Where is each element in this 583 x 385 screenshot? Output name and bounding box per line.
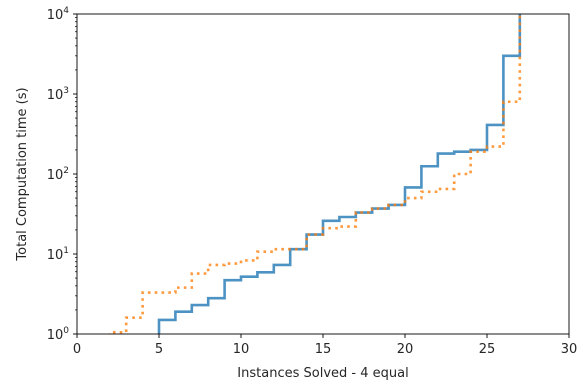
x-tick-label: 25 <box>479 342 496 357</box>
x-tick-label: 15 <box>315 342 332 357</box>
y-tick-label: 103 <box>47 86 69 103</box>
y-tick-label: 102 <box>47 166 69 183</box>
x-tick-label: 30 <box>561 342 578 357</box>
series-1-line <box>157 14 522 334</box>
x-tick-label: 0 <box>73 342 81 357</box>
x-axis-label: Instances Solved - 4 equal <box>237 366 408 381</box>
y-tick-label: 101 <box>47 246 69 263</box>
plot-frame <box>76 13 570 335</box>
x-axis: 0 5 10 15 20 25 30 <box>73 334 577 357</box>
y-tick-label: 100 <box>47 326 70 343</box>
series-layer <box>108 14 522 334</box>
series-2-line <box>108 14 522 334</box>
y-axis-label: Total Computation time (s) <box>15 87 30 261</box>
x-tick-label: 20 <box>397 342 414 357</box>
x-tick-label: 5 <box>155 342 163 357</box>
y-tick-label: 104 <box>47 6 70 23</box>
x-tick-label: 10 <box>233 342 250 357</box>
y-axis: 100 101 102 103 104 <box>47 6 77 343</box>
